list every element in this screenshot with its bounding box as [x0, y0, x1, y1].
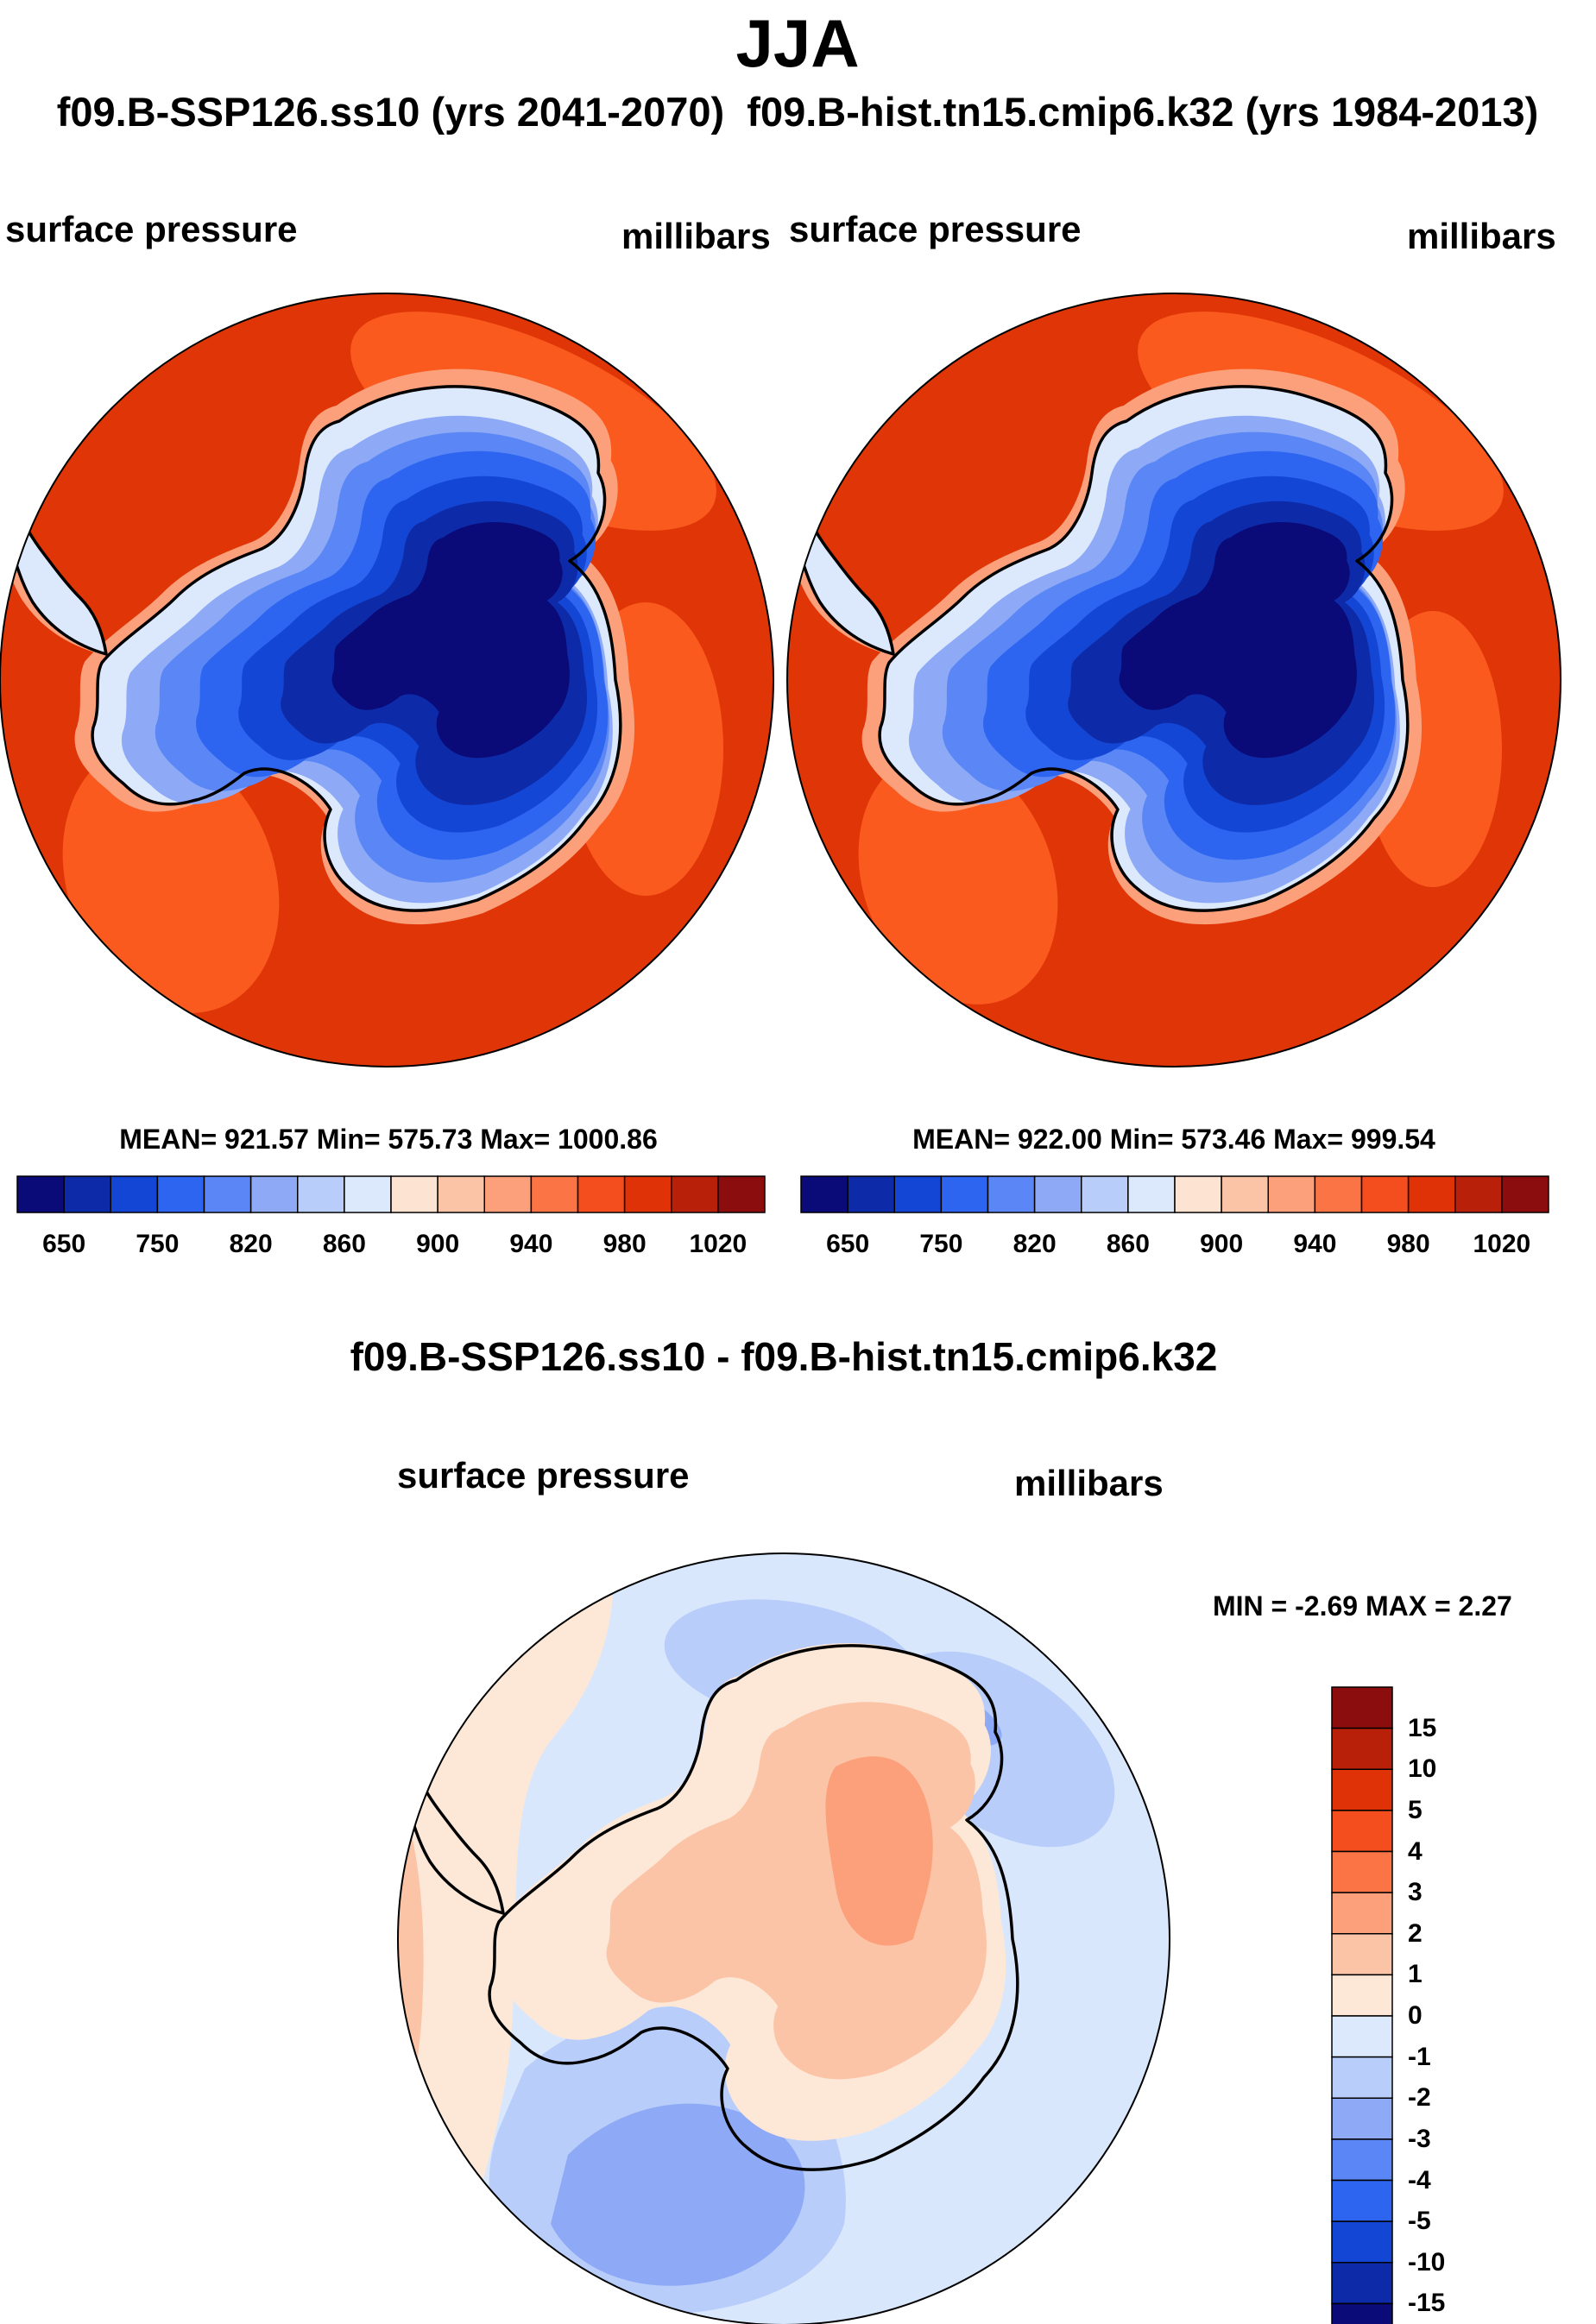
left-colorbar-swatch [156, 1175, 205, 1213]
diff-colorbar-tick-label: 2 [1408, 1918, 1423, 1948]
diff-colorbar-swatch [1331, 1850, 1393, 1893]
diff-variable-label: surface pressure [397, 1455, 690, 1496]
diff-colorbar-tick-label: 3 [1408, 1878, 1423, 1907]
left-colorbar-swatch [203, 1175, 252, 1213]
diff-colorbar-swatch [1331, 2302, 1393, 2324]
right-stats: MEAN= 922.00 Min= 573.46 Max= 999.54 [912, 1124, 1435, 1155]
right-colorbar-swatch [1360, 1175, 1410, 1213]
left-colorbar-tick-label: 650 [42, 1230, 86, 1258]
diff-colorbar-swatch [1331, 1810, 1393, 1853]
diff-colorbar-swatch [1331, 1933, 1393, 1976]
diff-units-label: millibars [1014, 1463, 1164, 1503]
diff-colorbar-swatch [1331, 1768, 1393, 1811]
right-colorbar-swatch [800, 1175, 848, 1213]
diff-colorbar-swatch [1331, 1892, 1393, 1935]
right-colorbar-tick-label: 750 [919, 1230, 963, 1258]
diff-colorbar-tick-label: 4 [1408, 1836, 1423, 1866]
right-colorbar-tick-label: 860 [1106, 1230, 1150, 1258]
right-colorbar [800, 1175, 1549, 1213]
diff-colorbar-tick-label: -1 [1408, 2042, 1431, 2071]
diff-colorbar-tick-label: -5 [1408, 2207, 1431, 2236]
right-colorbar-swatch [1127, 1175, 1176, 1213]
left-variable-label: surface pressure [5, 209, 298, 249]
left-colorbar-swatch [671, 1175, 719, 1213]
right-colorbar-tick-label: 1020 [1473, 1230, 1531, 1258]
difference-map [397, 1552, 1170, 2324]
figure-title: JJA [735, 5, 860, 81]
left-units-label: millibars [621, 216, 771, 256]
diff-colorbar-tick-label: -3 [1408, 2124, 1431, 2153]
diff-colorbar-swatch [1331, 2262, 1393, 2305]
diff-colorbar-swatch [1331, 2220, 1393, 2264]
left-colorbar-tick-label: 900 [416, 1230, 460, 1258]
diff-colorbar-tick-label: -4 [1408, 2165, 1431, 2195]
diff-colorbar-tick-label: 10 [1408, 1754, 1437, 1784]
left-colorbar-swatch [530, 1175, 579, 1213]
right-colorbar-swatch [1267, 1175, 1316, 1213]
right-colorbar-swatch [1501, 1175, 1549, 1213]
diff-colorbar-tick-label: -15 [1408, 2289, 1446, 2318]
diff-colorbar-swatch [1331, 1686, 1393, 1729]
right-colorbar-swatch [1081, 1175, 1129, 1213]
diff-colorbar-tick-label: -2 [1408, 2083, 1431, 2113]
diff-colorbar-swatch [1331, 2179, 1393, 2222]
right-colorbar-tick-label: 900 [1200, 1230, 1244, 1258]
left-colorbar-swatch [390, 1175, 438, 1213]
diff-colorbar-swatch [1331, 2138, 1393, 2182]
left-colorbar-swatch [344, 1175, 392, 1213]
right-colorbar-swatch [940, 1175, 989, 1213]
diff-colorbar-swatch [1331, 2015, 1393, 2058]
right-colorbar-tick-label: 940 [1293, 1230, 1337, 1258]
right-colorbar-swatch [1454, 1175, 1503, 1213]
right-variable-label: surface pressure [789, 209, 1082, 249]
left-colorbar-tick-label: 860 [322, 1230, 366, 1258]
left-map [0, 293, 774, 1068]
left-colorbar-tick-label: 980 [602, 1230, 647, 1258]
left-colorbar-tick-label: 1020 [689, 1230, 748, 1258]
diff-title: f09.B-SSP126.ss10 - f09.B-hist.tn15.cmip… [350, 1334, 1218, 1379]
right-colorbar-tick-label: 980 [1386, 1230, 1430, 1258]
diff-colorbar-tick-label: 5 [1408, 1795, 1423, 1824]
left-colorbar-tick-label: 750 [136, 1230, 180, 1258]
diff-colorbar-tick-label: 1 [1408, 1960, 1423, 1989]
right-units-label: millibars [1407, 216, 1556, 256]
diff-colorbar-swatch [1331, 1974, 1393, 2017]
diff-colorbar-swatch [1331, 2097, 1393, 2140]
diff-colorbar-tick-label: -10 [1408, 2247, 1446, 2277]
right-colorbar-tick-label: 650 [826, 1230, 870, 1258]
right-map [786, 293, 1561, 1068]
case1-title: f09.B-SSP126.ss10 (yrs 2041-2070) [56, 89, 725, 135]
diff-colorbar-tick-label: 0 [1408, 2001, 1423, 2030]
diff-stats: MIN = -2.69 MAX = 2.27 [1213, 1590, 1512, 1622]
right-colorbar-swatch [847, 1175, 895, 1213]
diff-colorbar-tick-label: 15 [1408, 1713, 1437, 1742]
left-stats: MEAN= 921.57 Min= 575.73 Max= 1000.86 [119, 1124, 658, 1155]
right-colorbar-swatch [893, 1175, 943, 1213]
left-colorbar-tick-label: 940 [509, 1230, 553, 1258]
right-colorbar-tick-label: 820 [1012, 1230, 1057, 1258]
left-colorbar-swatch [63, 1175, 111, 1213]
left-colorbar-swatch [717, 1175, 766, 1213]
right-colorbar-swatch [987, 1175, 1036, 1213]
diff-colorbar-swatch [1331, 1727, 1393, 1770]
right-colorbar-swatch [1407, 1175, 1456, 1213]
left-colorbar [16, 1175, 766, 1213]
diff-colorbar [1331, 1686, 1393, 2324]
left-colorbar-swatch [577, 1175, 626, 1213]
case2-title: f09.B-hist.tn15.cmip6.k32 (yrs 1984-2013… [747, 89, 1539, 135]
right-colorbar-swatch [1314, 1175, 1363, 1213]
left-colorbar-swatch [623, 1175, 672, 1213]
left-colorbar-swatch [249, 1175, 299, 1213]
left-colorbar-swatch [483, 1175, 533, 1213]
left-colorbar-swatch [110, 1175, 159, 1213]
right-colorbar-swatch [1221, 1175, 1269, 1213]
left-colorbar-swatch [297, 1175, 345, 1213]
right-colorbar-swatch [1174, 1175, 1222, 1213]
left-colorbar-swatch [437, 1175, 485, 1213]
diff-colorbar-swatch [1331, 2056, 1393, 2099]
left-colorbar-tick-label: 820 [229, 1230, 273, 1258]
left-colorbar-swatch [16, 1175, 65, 1213]
right-colorbar-swatch [1033, 1175, 1082, 1213]
case-titles: f09.B-SSP126.ss10 (yrs 2041-2070) f09.B-… [57, 88, 1539, 135]
